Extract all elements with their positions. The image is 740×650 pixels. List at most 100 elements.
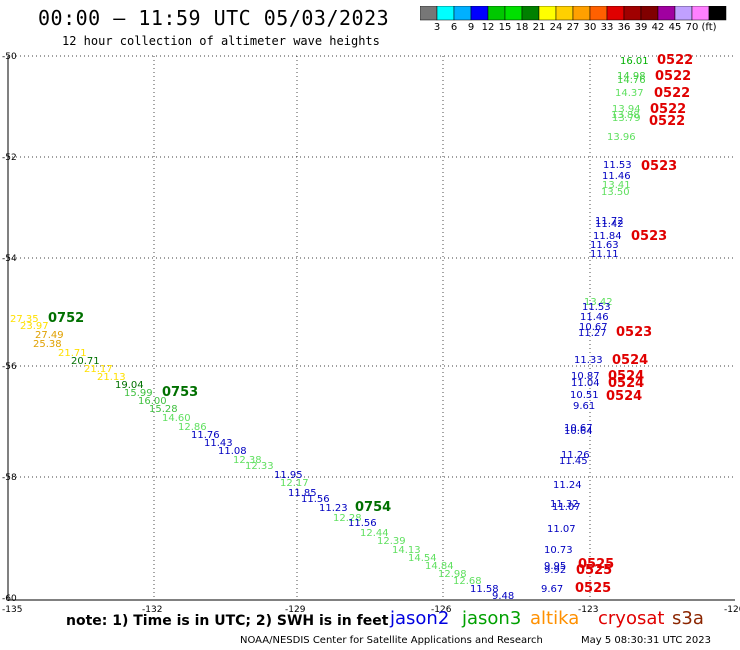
legend-cryosat: cryosat [598,608,665,629]
wave-height-value: 13.79 [612,113,641,124]
wave-height-value: 13.94 [612,104,641,115]
wave-height-value: 12.33 [245,461,274,472]
wave-height-value: 14.76 [617,75,646,86]
legend-label: 30 [583,22,597,33]
generated-timestamp: May 5 08:30:31 UTC 2023 [581,635,711,646]
lon-label: -123 [578,605,598,615]
wave-height-value: 12.39 [377,536,406,547]
pass-time-label: 0753 [162,385,198,400]
wave-height-value: 16.01 [620,56,649,67]
pass-time-label: 0525 [578,557,614,572]
wave-height-value: 11.24 [553,480,582,491]
wave-height-value: 11.76 [191,430,220,441]
lat-label: -60 [2,594,17,604]
pass-time-label: 0525 [575,581,611,596]
legend-label: 33 [600,22,614,33]
wave-height-value: 14.60 [162,413,191,424]
wave-height-value: 27.35 [10,314,39,325]
legend-label: 24 [549,22,563,33]
wave-height-value: 11.72 [595,216,624,227]
wave-height-value: 11.58 [470,584,499,595]
wave-height-value: 21.71 [58,348,87,359]
legend-label: (ft) [701,22,717,33]
legend-label: 39 [634,22,648,33]
legend-s3a: s3a [672,608,704,629]
wave-height-value: 21.17 [84,364,113,375]
wave-height-value: 9.61 [573,401,595,412]
wave-height-value: 12.98 [438,569,467,580]
lat-label: -50 [2,52,17,62]
lon-label: -132 [142,605,162,615]
wave-height-value: 11.95 [274,470,303,481]
wave-height-value: 12.17 [280,478,309,489]
lon-label: -129 [285,605,306,615]
wave-height-value: 13.50 [601,187,630,198]
wave-height-value: 11.46 [602,171,631,182]
wave-height-value: 13.42 [584,297,613,308]
wave-height-value: 11.04 [571,378,600,389]
wave-height-value: 9.95 [544,561,566,572]
wave-height-value: 20.71 [71,356,100,367]
wave-height-value: 10.64 [564,426,593,437]
legend-label: 21 [532,22,546,33]
wave-height-value: 11.11 [590,249,619,260]
wave-height-value: 19.04 [115,380,144,391]
wave-height-value: 16.00 [138,396,167,407]
legend-label: 15 [498,22,512,33]
lat-label: -52 [2,153,17,163]
legend-label: 6 [450,22,458,33]
legend-label: 12 [481,22,495,33]
pass-time-label: 0524 [612,353,648,368]
wave-height-value: 11.84 [593,231,622,242]
wave-height-value: 11.43 [204,438,233,449]
wave-height-value: 11.08 [218,446,247,457]
lon-label: -120 [724,605,740,615]
wave-height-value: 15.28 [149,404,178,415]
wave-height-value: 11.56 [301,494,330,505]
pass-time-label: 0523 [641,159,677,174]
lon-label: -126 [431,605,452,615]
legend-label: 9 [467,22,475,33]
map-subtitle: 12 hour collection of altimeter wave hei… [62,34,380,48]
legend-label: 45 [668,22,682,33]
wave-height-value: 10.73 [544,545,573,556]
wave-height-value: 9.67 [541,584,563,595]
wave-height-value: 13.41 [602,180,631,191]
pass-time-label: 0522 [655,69,691,84]
wave-height-value: 9.48 [492,591,514,602]
credit-text: NOAA/NESDIS Center for Satellite Applica… [240,635,543,646]
wave-height-value: 10.67 [579,322,608,333]
wave-height-value: 11.45 [559,456,588,467]
pass-time-label: 0522 [657,53,693,68]
wave-height-value: 23.97 [20,321,49,332]
legend-label: 70 [685,22,699,33]
legend-label: 36 [617,22,631,33]
wave-height-value: 11.32 [550,499,579,510]
wave-height-value: 11.33 [574,355,603,366]
wave-height-value: 11.42 [595,219,624,230]
wave-height-value: 12.28 [333,513,362,524]
wave-height-value: 11.27 [578,328,607,339]
wave-height-value: 14.98 [617,71,646,82]
wave-height-value: 13.96 [607,132,636,143]
lat-label: -56 [2,362,17,372]
color-legend [420,6,727,21]
wave-height-value: 10.67 [564,423,593,434]
wave-height-value: 12.68 [453,576,482,587]
legend-label: 18 [515,22,529,33]
wave-height-value: 11.85 [288,488,317,499]
lon-label: -135 [2,605,22,615]
pass-time-label: 0523 [616,325,652,340]
wave-height-value: 12.38 [233,455,262,466]
wave-height-value: 11.53 [582,302,611,313]
wave-height-value: 11.53 [603,160,632,171]
pass-time-label: 0524 [608,376,644,391]
wave-height-value: 9.92 [544,565,566,576]
pass-time-label: 0522 [654,86,690,101]
wave-height-value: 11.07 [547,524,576,535]
wave-height-value: 14.84 [425,561,454,572]
pass-time-label: 0754 [355,500,391,515]
lat-label: -58 [2,473,17,483]
wave-height-value: 21.13 [97,372,126,383]
units-note: note: 1) Time is in UTC; 2) SWH is in fe… [66,613,389,629]
